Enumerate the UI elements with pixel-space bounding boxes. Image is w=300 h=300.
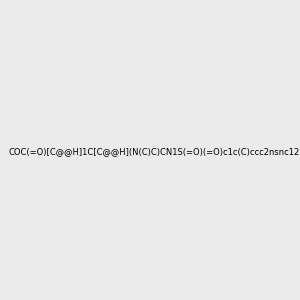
Text: COC(=O)[C@@H]1C[C@@H](N(C)C)CN1S(=O)(=O)c1c(C)ccc2nsnc12: COC(=O)[C@@H]1C[C@@H](N(C)C)CN1S(=O)(=O)… [8,147,299,156]
